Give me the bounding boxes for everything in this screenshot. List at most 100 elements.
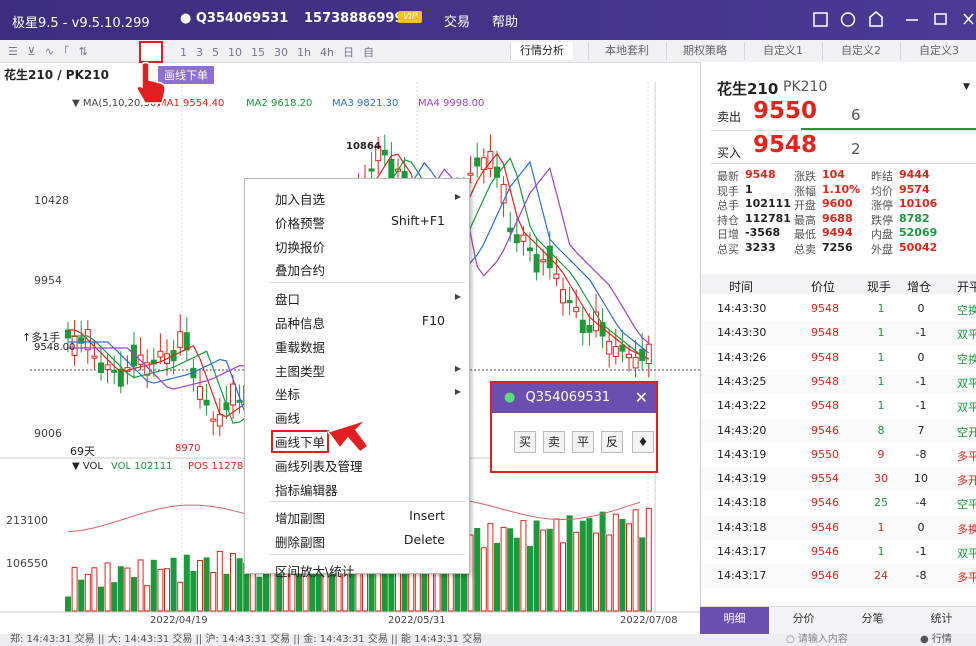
menu-label: 指标编辑器	[275, 482, 338, 498]
menu-item[interactable]: 画线下单	[245, 428, 469, 453]
volume-bar	[632, 509, 639, 612]
menu-item[interactable]: 叠加合约	[245, 256, 469, 279]
bottom-tab[interactable]: 明细	[700, 607, 769, 637]
period[interactable]: 5	[212, 46, 219, 59]
order-button[interactable]: 买	[514, 431, 536, 453]
bottom-tab[interactable]: 分价	[792, 612, 815, 625]
period[interactable]: 3	[196, 46, 203, 59]
period[interactable]: 15	[251, 46, 265, 59]
tab[interactable]: 期权策略	[666, 42, 743, 60]
period[interactable]: 4h	[319, 46, 334, 59]
menu-shortcut: Shift+F1	[390, 212, 445, 228]
period-list: 1 3 5 10 15 30 1h 4h 日自	[180, 44, 383, 60]
volume-bar	[579, 520, 586, 612]
tick-cell: 9546	[811, 545, 839, 558]
menu-item[interactable]: 画线列表及管理	[245, 452, 469, 475]
period[interactable]: 自	[362, 46, 374, 59]
stat-label: 外盘	[871, 243, 893, 256]
search-placeholder: 请输入内容	[797, 634, 848, 645]
tick-cell: 多开	[957, 474, 976, 488]
stat-label: 总手	[717, 199, 739, 213]
menu-item[interactable]: 区间放大\统计	[245, 557, 469, 580]
stat-label: 日增	[717, 228, 739, 242]
tick-cell: 9548	[811, 326, 839, 340]
order-button[interactable]: 反	[601, 431, 623, 453]
stat-label: 跌停	[871, 213, 893, 227]
bottom-tab[interactable]: 统计	[930, 612, 953, 625]
stat-value: 10106	[899, 197, 938, 211]
period[interactable]: 日	[342, 46, 354, 59]
submenu-arrow: ▶	[454, 292, 461, 302]
tick-header: 现手	[867, 280, 892, 294]
stat-value: 9574	[899, 182, 930, 196]
volume-bar	[203, 557, 210, 612]
layout-icon[interactable]	[813, 12, 828, 27]
menu-item[interactable]: 增加副图 Insert	[245, 504, 469, 527]
eraser-button[interactable]: ♦	[632, 431, 654, 453]
vip-badge: VIP	[398, 11, 423, 23]
tab[interactable]: 自定义3	[900, 42, 976, 60]
tick-cell: 0	[917, 520, 925, 534]
tick-row-bg	[701, 515, 976, 540]
bottom-tab[interactable]: 分笔	[861, 612, 884, 625]
dropdown[interactable]: ▼	[963, 82, 970, 92]
candle-body	[546, 245, 553, 269]
volume-bar	[487, 523, 494, 612]
tick-cell: -1	[915, 326, 927, 340]
tick-cell: 空换	[957, 352, 976, 366]
candle-body	[500, 183, 507, 204]
menu-item[interactable]: 主图类型 ▶	[245, 357, 469, 380]
quote-status: ● 行情	[920, 634, 952, 645]
menu-item[interactable]: 价格预警 Shift+F1	[245, 209, 469, 232]
menu-item[interactable]: 品种信息 F10	[245, 309, 469, 332]
volume-bar	[513, 537, 520, 612]
context-menu: 加入自选 ▶ 价格预警 Shift+F1 切换报价 叠加合约盘口 ▶ 品种信息 F10 重载数据主…	[244, 178, 470, 579]
title-bar: 极星9.5 - v9.5.10.299 ● Q354069531 1573888…	[0, 0, 976, 40]
menu-item[interactable]: 删除副图 Delete	[245, 528, 469, 551]
menu-item[interactable]: 指标编辑器	[245, 476, 469, 499]
candle-body	[98, 362, 104, 373]
tab[interactable]: 自定义2	[822, 42, 899, 60]
quote-panel: 花生210 PK210 ▼ 卖出 9550 6 买入 9548 2 最新 9548…	[700, 62, 976, 636]
tab[interactable]: 自定义1	[744, 42, 821, 60]
menu-item[interactable]: 交易	[444, 15, 471, 30]
tick-cell: -1	[915, 545, 927, 558]
popup-close[interactable]: ✕	[634, 388, 648, 407]
vol-tick: 213100	[6, 514, 48, 527]
menu-shortcut: Delete	[403, 532, 445, 548]
menu-item[interactable]: 重载数据	[245, 333, 469, 356]
volume-bar	[533, 520, 540, 612]
tooltip: 画线下单	[158, 66, 214, 84]
skin-icon[interactable]	[869, 11, 883, 27]
volume-bar	[573, 531, 580, 612]
stat-label: 总买	[717, 243, 739, 256]
tick-cell: 9548	[811, 302, 839, 315]
search-box[interactable]: ○ 请输入内容	[786, 634, 848, 645]
order-button[interactable]: 平	[572, 431, 594, 453]
tab[interactable]: 行情分析	[510, 42, 573, 60]
stat-value: -3568	[745, 226, 781, 240]
volume-bar	[210, 571, 217, 612]
tick-cell: 8	[877, 423, 885, 437]
menu-item[interactable]: 帮助	[492, 15, 519, 30]
tab[interactable]: 本地套利	[588, 42, 665, 60]
period[interactable]: 1h	[297, 46, 311, 59]
maximize[interactable]	[934, 13, 947, 25]
menu-item[interactable]: 加入自选 ▶	[245, 185, 469, 208]
volume-bar	[626, 523, 632, 612]
period[interactable]: 30	[274, 46, 288, 59]
period[interactable]: 10	[228, 46, 242, 59]
price-tick: 9006	[34, 427, 62, 440]
menu-item[interactable]: 盘口 ▶	[245, 285, 469, 308]
tick-cell: 0	[917, 302, 925, 315]
order-button[interactable]: 卖	[543, 431, 565, 453]
draw-order-tool[interactable]	[139, 41, 163, 63]
close[interactable]	[963, 13, 974, 25]
period[interactable]: 1	[180, 46, 187, 59]
menu-item[interactable]: 切换报价	[245, 233, 469, 256]
menu-item[interactable]: 画线	[245, 404, 469, 427]
tick-cell: 双平	[957, 547, 976, 560]
account[interactable]: ● Q354069531	[180, 11, 289, 26]
menu-item[interactable]: 坐标 ▶	[245, 380, 469, 403]
settings-icon[interactable]	[840, 12, 856, 27]
